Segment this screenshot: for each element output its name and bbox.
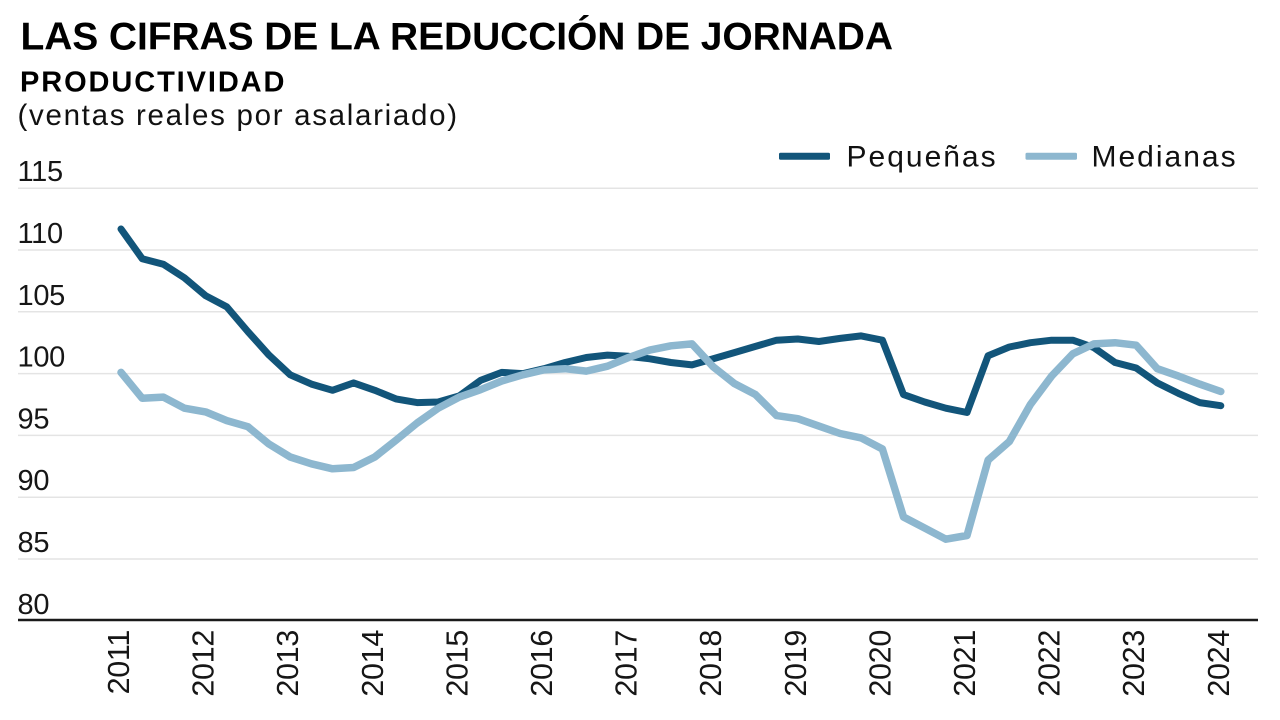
svg-text:2016: 2016 bbox=[525, 630, 559, 697]
svg-text:2021: 2021 bbox=[948, 630, 982, 697]
svg-text:2023: 2023 bbox=[1117, 630, 1151, 697]
svg-text:LAS CIFRAS DE LA REDUCCIÓN DE: LAS CIFRAS DE LA REDUCCIÓN DE JORNADA bbox=[21, 15, 893, 59]
svg-text:2011: 2011 bbox=[102, 630, 136, 694]
svg-text:Pequeñas: Pequeñas bbox=[847, 141, 998, 174]
svg-text:(ventas reales por asalariado): (ventas reales por asalariado) bbox=[18, 99, 459, 132]
svg-text:2022: 2022 bbox=[1033, 630, 1067, 697]
svg-text:Medianas: Medianas bbox=[1092, 141, 1238, 174]
svg-text:2014: 2014 bbox=[356, 630, 390, 697]
svg-text:2019: 2019 bbox=[779, 630, 813, 697]
svg-text:2020: 2020 bbox=[863, 630, 897, 697]
svg-text:2013: 2013 bbox=[271, 630, 305, 697]
svg-text:PRODUCTIVIDAD: PRODUCTIVIDAD bbox=[20, 67, 286, 99]
svg-text:105: 105 bbox=[18, 280, 66, 312]
svg-text:2024: 2024 bbox=[1202, 630, 1236, 697]
svg-text:2015: 2015 bbox=[440, 630, 474, 697]
svg-text:110: 110 bbox=[18, 218, 63, 250]
svg-text:100: 100 bbox=[18, 342, 66, 374]
svg-text:2017: 2017 bbox=[610, 630, 644, 697]
svg-text:115: 115 bbox=[18, 156, 63, 188]
svg-text:85: 85 bbox=[18, 527, 50, 559]
svg-text:2012: 2012 bbox=[187, 630, 221, 697]
svg-text:2018: 2018 bbox=[694, 630, 728, 697]
svg-text:95: 95 bbox=[18, 403, 50, 435]
svg-text:80: 80 bbox=[18, 589, 50, 621]
svg-text:90: 90 bbox=[18, 465, 50, 497]
